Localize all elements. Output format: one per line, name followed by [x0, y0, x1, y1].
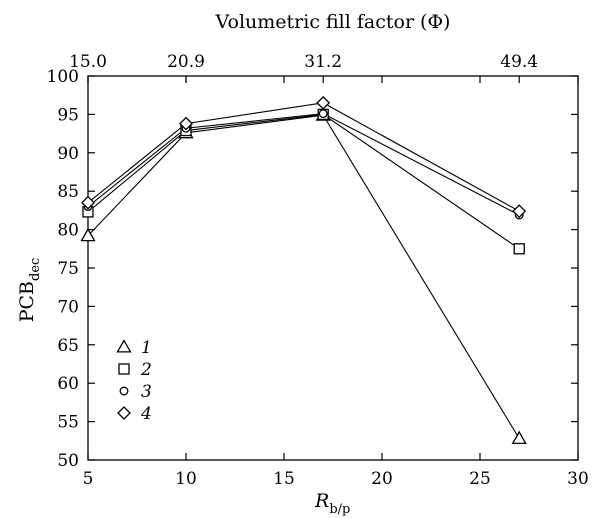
legend-label: 1	[141, 338, 152, 358]
series-2-point	[513, 243, 525, 255]
x-tick-label: 5	[83, 469, 94, 489]
top-tick-label: 15.0	[69, 52, 107, 72]
legend-label: 3	[141, 382, 152, 402]
y-tick-label: 100	[47, 67, 79, 87]
legend-marker-4	[117, 406, 131, 420]
series-3-line	[87, 113, 520, 216]
legend-label: 2	[140, 360, 152, 380]
plot-frame	[87, 75, 579, 461]
top-tick-label: 49.4	[500, 52, 538, 72]
y-axis-label-subscript: dec	[28, 258, 43, 281]
series-4-line	[87, 102, 520, 212]
y-tick-label: 60	[57, 374, 79, 394]
legend-marker-2	[118, 363, 130, 375]
series-1-line	[87, 114, 520, 439]
top-tick-label: 20.9	[167, 52, 205, 72]
y-tick-label: 80	[57, 221, 79, 241]
series-4-point	[81, 195, 95, 210]
x-tick-label: 15	[273, 469, 295, 489]
top-tick-label: 31.2	[304, 52, 342, 72]
y-tick-label: 50	[57, 451, 79, 471]
legend-label: 4	[140, 404, 152, 424]
x-tick-label: 10	[175, 469, 197, 489]
y-tick-label: 90	[57, 144, 79, 164]
y-tick-label: 95	[57, 105, 79, 125]
series-1-point	[511, 430, 527, 445]
legend-marker-1	[116, 339, 132, 353]
series-4-point	[316, 95, 331, 110]
series-markers	[80, 95, 527, 445]
series-lines	[87, 102, 520, 439]
top-axis-label: Volumetric fill factor (Φ)	[215, 11, 451, 33]
x-tick-label: 25	[469, 469, 491, 489]
y-axis-label: PCBdec	[16, 258, 43, 323]
x-tick-label: 20	[371, 469, 393, 489]
y-tick-label: 85	[57, 182, 79, 202]
legend-marker-3	[119, 386, 129, 396]
series-2-line	[87, 113, 520, 250]
series-4-point	[179, 116, 193, 131]
y-tick-label: 65	[57, 336, 79, 356]
y-tick-label: 55	[57, 413, 79, 433]
x-axis-label-subscript: b/p	[329, 502, 350, 517]
series-3-point	[318, 109, 328, 119]
x-axis-label: Rb/p	[314, 490, 350, 517]
y-tick-label: 70	[57, 297, 79, 317]
x-tick-label: 30	[567, 469, 589, 489]
series-4-point	[512, 204, 527, 219]
series-1-point	[80, 227, 96, 242]
y-tick-label: 75	[57, 259, 79, 279]
